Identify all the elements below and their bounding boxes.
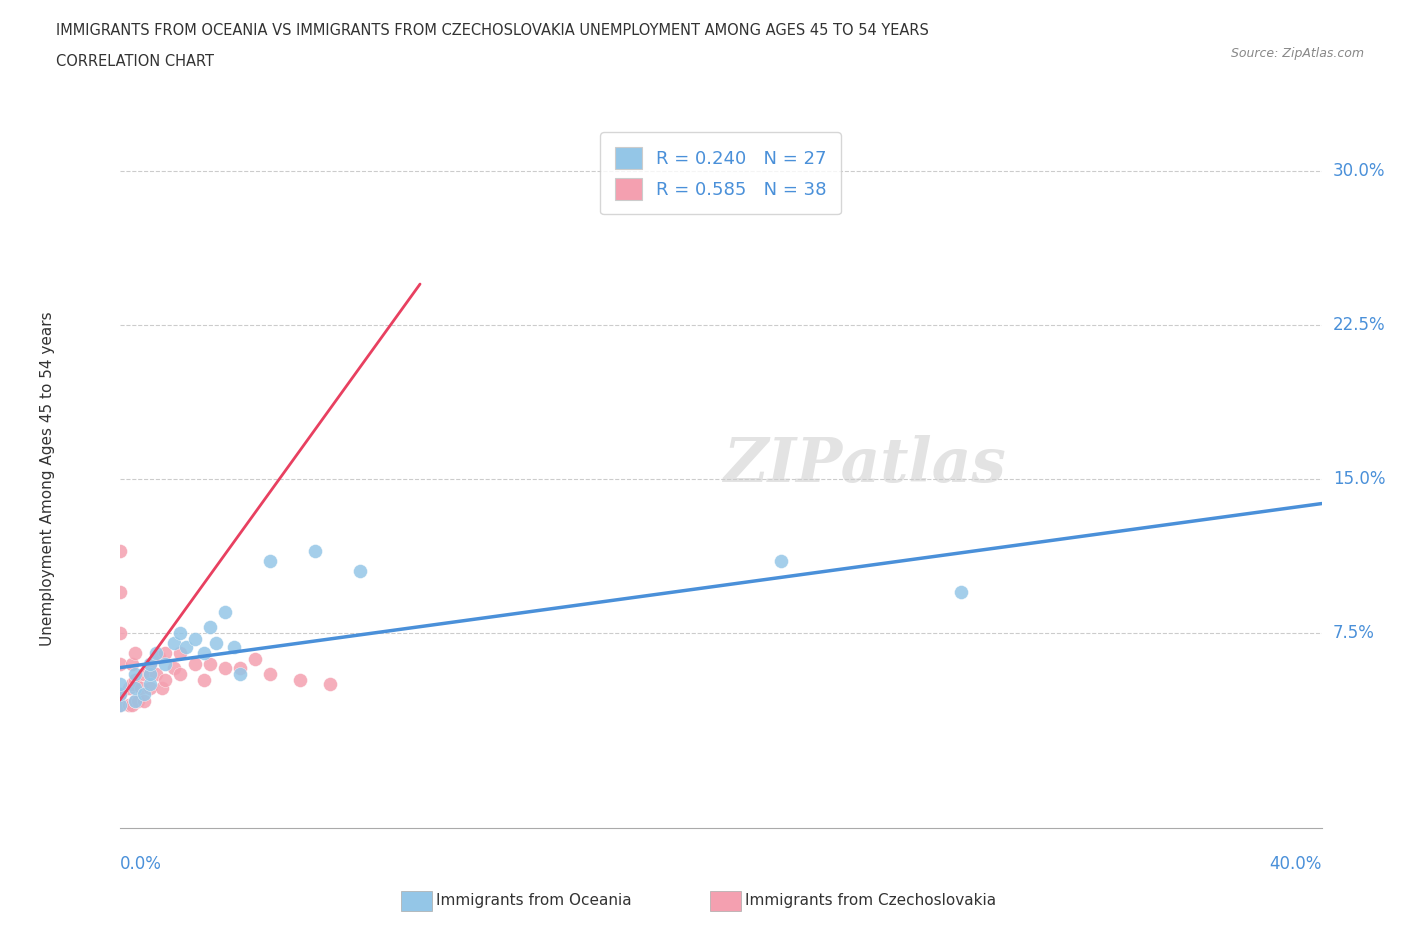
Point xyxy=(138,667,160,682)
Point xyxy=(183,631,205,646)
Point xyxy=(153,646,176,661)
Point xyxy=(145,646,167,661)
Point xyxy=(132,693,155,708)
Point xyxy=(138,681,160,696)
Text: 22.5%: 22.5% xyxy=(1333,316,1385,334)
Text: 40.0%: 40.0% xyxy=(1270,856,1322,873)
Text: Source: ZipAtlas.com: Source: ZipAtlas.com xyxy=(1230,46,1364,60)
Point xyxy=(259,553,281,568)
Point xyxy=(950,584,973,599)
Point xyxy=(243,652,266,667)
Point xyxy=(108,677,131,692)
Point xyxy=(108,657,131,671)
Point xyxy=(222,640,245,655)
Point xyxy=(304,543,326,558)
Point xyxy=(198,657,221,671)
Point xyxy=(228,667,252,682)
Point xyxy=(124,681,146,696)
Point xyxy=(108,698,131,712)
Point xyxy=(169,625,191,640)
Point xyxy=(162,660,184,675)
Point xyxy=(127,693,149,708)
Text: 30.0%: 30.0% xyxy=(1333,162,1385,180)
Point xyxy=(198,619,221,634)
Point xyxy=(108,698,131,712)
Point xyxy=(162,635,184,650)
Point xyxy=(108,584,131,599)
Point xyxy=(124,646,146,661)
Point xyxy=(124,693,146,708)
Text: 7.5%: 7.5% xyxy=(1333,624,1375,642)
Text: 0.0%: 0.0% xyxy=(120,856,162,873)
Point xyxy=(769,553,792,568)
Text: Immigrants from Czechoslovakia: Immigrants from Czechoslovakia xyxy=(745,893,997,908)
Point xyxy=(174,640,197,655)
Legend: R = 0.240   N = 27, R = 0.585   N = 38: R = 0.240 N = 27, R = 0.585 N = 38 xyxy=(600,132,841,214)
Text: ZIPatlas: ZIPatlas xyxy=(724,435,1007,495)
Point xyxy=(204,635,226,650)
Point xyxy=(169,646,191,661)
Point xyxy=(108,687,131,702)
Point xyxy=(349,564,371,578)
Point xyxy=(193,646,215,661)
Point xyxy=(153,672,176,687)
Point xyxy=(138,657,160,671)
Text: Unemployment Among Ages 45 to 54 years: Unemployment Among Ages 45 to 54 years xyxy=(39,312,55,646)
Point xyxy=(132,667,155,682)
Point xyxy=(138,677,160,692)
Point xyxy=(138,667,160,682)
Point xyxy=(148,650,170,665)
Point xyxy=(108,687,131,702)
Point xyxy=(124,667,146,682)
Point xyxy=(193,672,215,687)
Point xyxy=(214,660,236,675)
Point xyxy=(183,657,205,671)
Point xyxy=(121,677,143,692)
Point xyxy=(129,681,152,696)
Point xyxy=(228,660,252,675)
Point xyxy=(150,681,173,696)
Point xyxy=(145,667,167,682)
Point xyxy=(108,625,131,640)
Point xyxy=(138,657,160,671)
Point xyxy=(108,543,131,558)
Point xyxy=(124,672,146,687)
Point xyxy=(121,698,143,712)
Point xyxy=(288,672,311,687)
Text: CORRELATION CHART: CORRELATION CHART xyxy=(56,54,214,69)
Text: Immigrants from Oceania: Immigrants from Oceania xyxy=(436,893,631,908)
Point xyxy=(259,667,281,682)
Text: IMMIGRANTS FROM OCEANIA VS IMMIGRANTS FROM CZECHOSLOVAKIA UNEMPLOYMENT AMONG AGE: IMMIGRANTS FROM OCEANIA VS IMMIGRANTS FR… xyxy=(56,23,929,38)
Point xyxy=(132,687,155,702)
Point xyxy=(121,657,143,671)
Point xyxy=(124,693,146,708)
Point xyxy=(214,604,236,619)
Point xyxy=(153,657,176,671)
Text: 15.0%: 15.0% xyxy=(1333,470,1385,488)
Point xyxy=(117,681,139,696)
Point xyxy=(117,698,139,712)
Point xyxy=(169,667,191,682)
Point xyxy=(319,677,342,692)
